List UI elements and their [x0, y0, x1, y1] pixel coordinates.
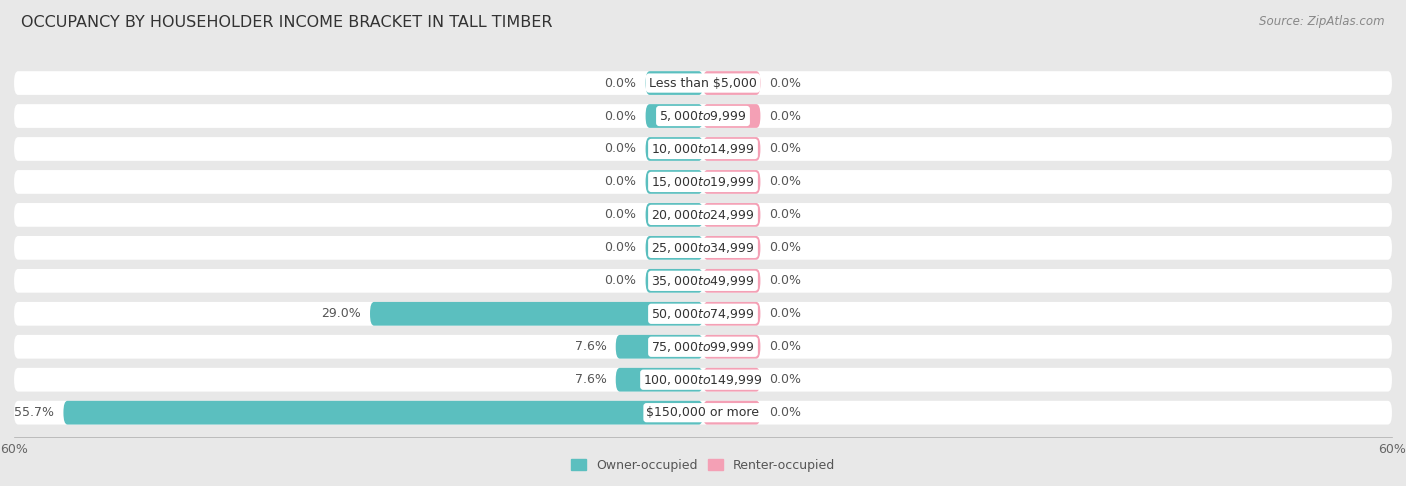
Text: 0.0%: 0.0% — [769, 76, 801, 89]
Text: 0.0%: 0.0% — [769, 175, 801, 189]
FancyBboxPatch shape — [14, 302, 1392, 326]
FancyBboxPatch shape — [14, 137, 1392, 161]
Text: 0.0%: 0.0% — [769, 307, 801, 320]
Text: 0.0%: 0.0% — [769, 208, 801, 222]
Text: 0.0%: 0.0% — [769, 373, 801, 386]
FancyBboxPatch shape — [703, 104, 761, 128]
Text: $5,000 to $9,999: $5,000 to $9,999 — [659, 109, 747, 123]
Text: $50,000 to $74,999: $50,000 to $74,999 — [651, 307, 755, 321]
FancyBboxPatch shape — [703, 137, 761, 161]
Text: $150,000 or more: $150,000 or more — [647, 406, 759, 419]
Text: 0.0%: 0.0% — [769, 242, 801, 254]
Legend: Owner-occupied, Renter-occupied: Owner-occupied, Renter-occupied — [567, 453, 839, 477]
Text: $75,000 to $99,999: $75,000 to $99,999 — [651, 340, 755, 354]
Text: 0.0%: 0.0% — [769, 340, 801, 353]
Text: 7.6%: 7.6% — [575, 340, 606, 353]
Text: $25,000 to $34,999: $25,000 to $34,999 — [651, 241, 755, 255]
Text: 0.0%: 0.0% — [605, 76, 637, 89]
FancyBboxPatch shape — [703, 368, 761, 392]
Text: Source: ZipAtlas.com: Source: ZipAtlas.com — [1260, 15, 1385, 28]
Text: 0.0%: 0.0% — [769, 142, 801, 156]
FancyBboxPatch shape — [616, 368, 703, 392]
Text: $15,000 to $19,999: $15,000 to $19,999 — [651, 175, 755, 189]
FancyBboxPatch shape — [703, 236, 761, 260]
FancyBboxPatch shape — [645, 104, 703, 128]
FancyBboxPatch shape — [14, 104, 1392, 128]
Text: 0.0%: 0.0% — [769, 406, 801, 419]
FancyBboxPatch shape — [616, 335, 703, 359]
FancyBboxPatch shape — [14, 71, 1392, 95]
Text: 29.0%: 29.0% — [321, 307, 361, 320]
FancyBboxPatch shape — [703, 71, 761, 95]
FancyBboxPatch shape — [14, 335, 1392, 359]
Text: 0.0%: 0.0% — [605, 109, 637, 122]
FancyBboxPatch shape — [14, 203, 1392, 227]
FancyBboxPatch shape — [63, 401, 703, 425]
Text: 0.0%: 0.0% — [605, 208, 637, 222]
Text: $20,000 to $24,999: $20,000 to $24,999 — [651, 208, 755, 222]
Text: OCCUPANCY BY HOUSEHOLDER INCOME BRACKET IN TALL TIMBER: OCCUPANCY BY HOUSEHOLDER INCOME BRACKET … — [21, 15, 553, 30]
FancyBboxPatch shape — [645, 269, 703, 293]
Text: 0.0%: 0.0% — [605, 274, 637, 287]
FancyBboxPatch shape — [703, 335, 761, 359]
FancyBboxPatch shape — [14, 170, 1392, 194]
Text: $10,000 to $14,999: $10,000 to $14,999 — [651, 142, 755, 156]
Text: 7.6%: 7.6% — [575, 373, 606, 386]
Text: 0.0%: 0.0% — [769, 109, 801, 122]
FancyBboxPatch shape — [703, 302, 761, 326]
Text: 0.0%: 0.0% — [769, 274, 801, 287]
FancyBboxPatch shape — [14, 368, 1392, 392]
FancyBboxPatch shape — [370, 302, 703, 326]
FancyBboxPatch shape — [645, 137, 703, 161]
FancyBboxPatch shape — [645, 71, 703, 95]
FancyBboxPatch shape — [703, 269, 761, 293]
Text: 0.0%: 0.0% — [605, 175, 637, 189]
Text: 55.7%: 55.7% — [14, 406, 55, 419]
FancyBboxPatch shape — [703, 401, 761, 425]
FancyBboxPatch shape — [703, 203, 761, 227]
FancyBboxPatch shape — [645, 203, 703, 227]
Text: $35,000 to $49,999: $35,000 to $49,999 — [651, 274, 755, 288]
FancyBboxPatch shape — [703, 170, 761, 194]
Text: $100,000 to $149,999: $100,000 to $149,999 — [644, 373, 762, 387]
FancyBboxPatch shape — [645, 236, 703, 260]
FancyBboxPatch shape — [14, 269, 1392, 293]
FancyBboxPatch shape — [14, 401, 1392, 425]
Text: Less than $5,000: Less than $5,000 — [650, 76, 756, 89]
FancyBboxPatch shape — [645, 170, 703, 194]
FancyBboxPatch shape — [14, 236, 1392, 260]
Text: 0.0%: 0.0% — [605, 142, 637, 156]
Text: 0.0%: 0.0% — [605, 242, 637, 254]
